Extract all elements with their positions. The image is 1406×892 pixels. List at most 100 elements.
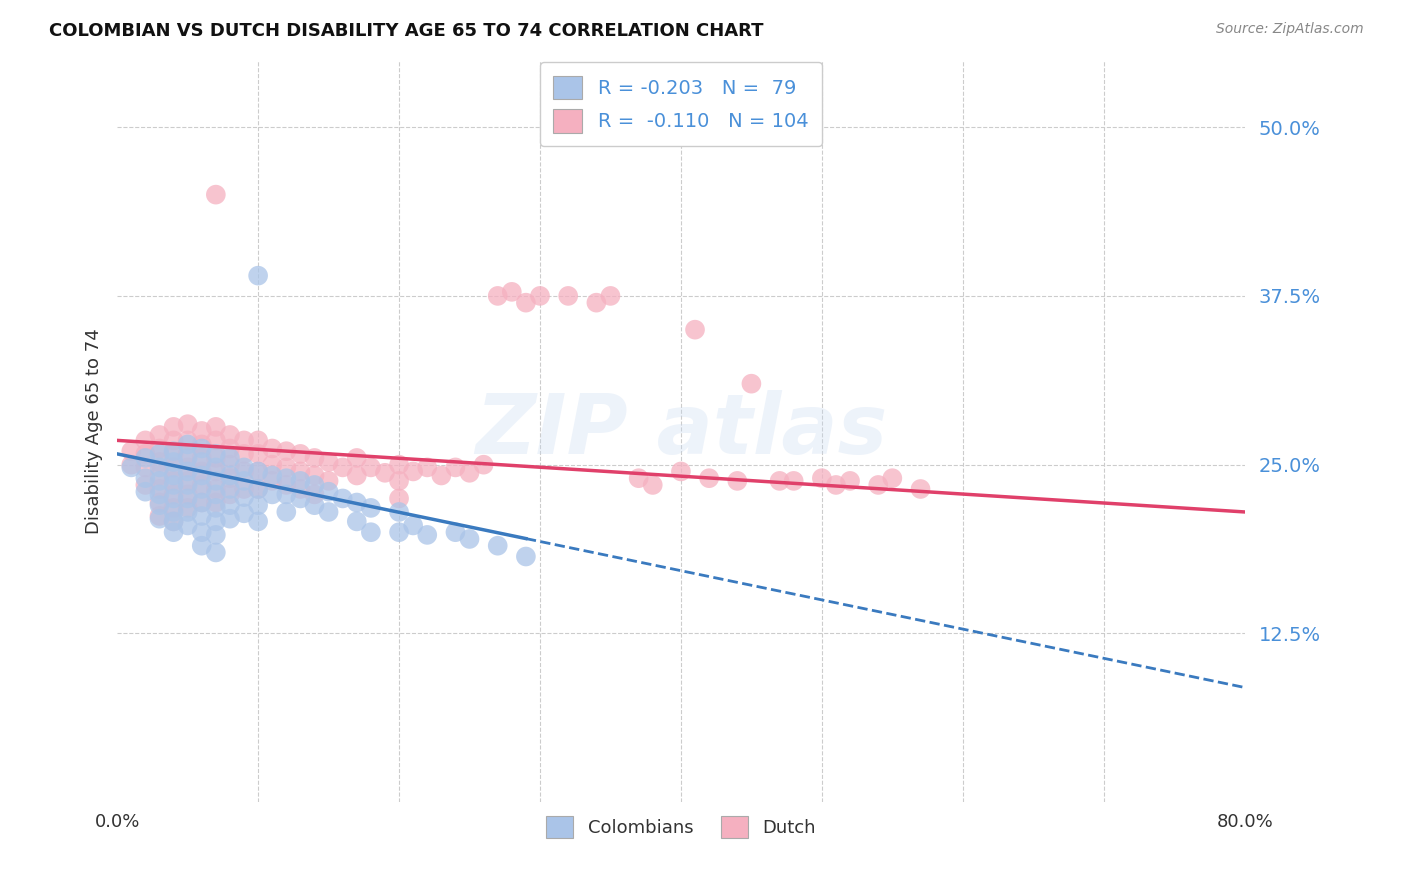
Point (162, 474, 184, 488)
Point (641, 478, 664, 492)
Point (162, 525, 184, 540)
Point (205, 434, 228, 448)
Point (868, 478, 890, 492)
Point (627, 471, 650, 485)
Point (332, 460, 354, 475)
Point (148, 442, 170, 456)
Point (318, 474, 340, 488)
Point (205, 420, 228, 434)
Point (176, 460, 198, 475)
Point (233, 506, 256, 520)
Point (148, 512, 170, 526)
Point (262, 442, 284, 456)
Point (304, 487, 326, 501)
Point (148, 508, 170, 523)
Point (247, 482, 270, 496)
Point (233, 465, 256, 479)
Text: Source: ZipAtlas.com: Source: ZipAtlas.com (1216, 22, 1364, 37)
Point (290, 474, 312, 488)
Point (190, 455, 212, 469)
Point (205, 515, 228, 529)
Point (233, 460, 256, 475)
Point (219, 458, 242, 472)
Point (444, 460, 467, 475)
Point (262, 468, 284, 483)
Point (205, 465, 228, 479)
Point (360, 525, 382, 540)
Point (262, 474, 284, 488)
Point (219, 468, 242, 483)
Point (176, 478, 198, 492)
Point (318, 505, 340, 519)
Point (134, 478, 156, 492)
Point (388, 525, 411, 540)
Point (472, 458, 495, 472)
Point (515, 549, 537, 564)
Point (162, 460, 184, 475)
Point (219, 482, 242, 496)
Point (162, 500, 184, 515)
Point (290, 482, 312, 496)
Point (219, 450, 242, 465)
Point (416, 528, 439, 542)
Point (134, 484, 156, 499)
Point (683, 323, 706, 337)
Point (219, 498, 242, 512)
Point (148, 428, 170, 442)
Point (430, 468, 453, 483)
Point (176, 518, 198, 533)
Point (219, 442, 242, 456)
Point (374, 466, 396, 480)
Legend: Colombians, Dutch: Colombians, Dutch (538, 809, 823, 846)
Point (190, 539, 212, 553)
Point (205, 447, 228, 461)
Point (388, 505, 411, 519)
Point (304, 478, 326, 492)
Point (247, 498, 270, 512)
Point (740, 376, 762, 391)
Point (148, 460, 170, 475)
Point (190, 508, 212, 523)
Point (486, 539, 509, 553)
Point (318, 484, 340, 499)
Point (262, 487, 284, 501)
Point (134, 447, 156, 461)
Point (276, 505, 298, 519)
Point (205, 482, 228, 496)
Point (148, 447, 170, 461)
Point (134, 450, 156, 465)
Point (176, 474, 198, 488)
Point (190, 442, 212, 456)
Point (515, 295, 537, 310)
Point (190, 495, 212, 509)
Point (402, 465, 425, 479)
Point (148, 498, 170, 512)
Point (669, 465, 692, 479)
Point (134, 434, 156, 448)
Point (190, 424, 212, 438)
Point (304, 498, 326, 512)
Point (839, 474, 862, 488)
Point (219, 471, 242, 485)
Point (318, 455, 340, 469)
Point (458, 466, 481, 480)
Point (148, 474, 170, 488)
Point (219, 512, 242, 526)
Point (134, 460, 156, 475)
Point (162, 434, 184, 448)
Point (120, 458, 142, 472)
Point (162, 420, 184, 434)
Point (276, 460, 298, 475)
Point (276, 487, 298, 501)
Point (190, 525, 212, 540)
Point (205, 487, 228, 501)
Point (134, 471, 156, 485)
Point (599, 289, 621, 303)
Point (233, 490, 256, 504)
Point (247, 447, 270, 461)
Point (148, 482, 170, 496)
Point (332, 491, 354, 506)
Point (346, 515, 368, 529)
Point (416, 460, 439, 475)
Point (233, 474, 256, 488)
